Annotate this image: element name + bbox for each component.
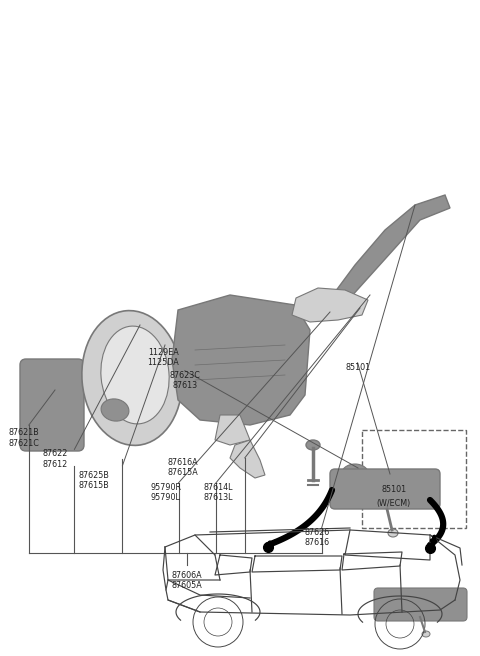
Polygon shape [230,440,265,478]
Text: 87626
87616: 87626 87616 [304,528,329,548]
Ellipse shape [101,399,129,421]
Text: 85101: 85101 [381,485,406,495]
Text: 1129EA
1125DA: 1129EA 1125DA [147,348,179,367]
Text: 87622
87612: 87622 87612 [43,449,68,469]
FancyBboxPatch shape [374,588,467,621]
Ellipse shape [388,529,398,537]
Ellipse shape [348,470,362,480]
Text: 95790R
95790L: 95790R 95790L [150,483,181,502]
Polygon shape [215,415,250,445]
Text: 87621B
87621C: 87621B 87621C [9,428,39,448]
Polygon shape [172,295,310,425]
Ellipse shape [341,464,369,486]
FancyBboxPatch shape [330,469,440,509]
Ellipse shape [422,631,430,637]
Text: 85101: 85101 [345,363,370,372]
Ellipse shape [82,310,182,445]
Text: 87616A
87615A: 87616A 87615A [167,458,198,478]
Text: (W/ECM): (W/ECM) [376,499,411,508]
FancyBboxPatch shape [20,359,84,451]
Text: 87614L
87613L: 87614L 87613L [204,483,233,502]
Ellipse shape [101,326,169,424]
Text: 87606A
87605A: 87606A 87605A [172,571,203,590]
Text: 87625B
87615B: 87625B 87615B [78,471,109,491]
Polygon shape [292,288,368,322]
Ellipse shape [306,440,320,450]
Polygon shape [335,195,450,298]
Text: 87623C
87613: 87623C 87613 [169,371,200,390]
